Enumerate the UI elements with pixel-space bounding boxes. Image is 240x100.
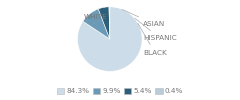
Wedge shape (78, 7, 142, 71)
Text: ASIAN: ASIAN (122, 10, 165, 27)
Text: WHITE: WHITE (84, 14, 107, 23)
Text: BLACK: BLACK (138, 23, 167, 56)
Legend: 84.3%, 9.9%, 5.4%, 0.4%: 84.3%, 9.9%, 5.4%, 0.4% (54, 85, 186, 97)
Wedge shape (98, 7, 110, 39)
Wedge shape (109, 7, 110, 39)
Text: HISPANIC: HISPANIC (135, 18, 177, 41)
Wedge shape (83, 9, 110, 39)
